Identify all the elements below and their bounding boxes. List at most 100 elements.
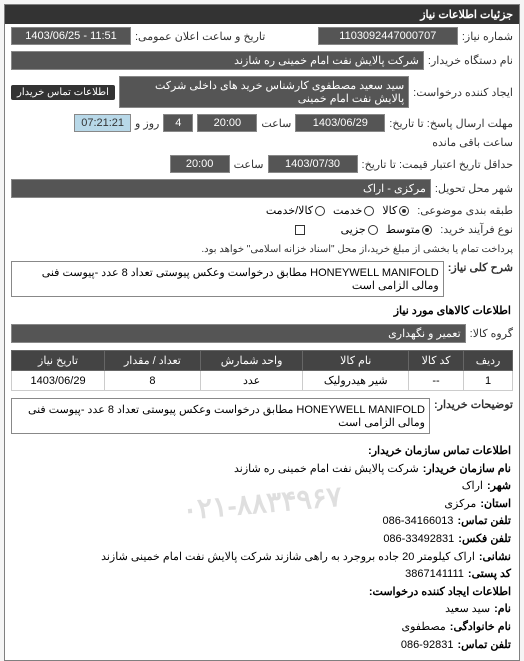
city-label: شهر: xyxy=(487,478,511,496)
creator-section-label: اطلاعات ایجاد کننده درخواست: xyxy=(369,584,511,602)
creator-phone-label: تلفن تماس: xyxy=(457,637,511,655)
phone-value: 086-34166013 xyxy=(382,513,453,531)
deadline-time-label: ساعت xyxy=(261,117,291,130)
creator-field: سید سعید مصطفوی کارشناس خرید های داخلی ش… xyxy=(119,76,409,108)
postal-value: 3867141111 xyxy=(405,566,464,584)
remaining-days-label: روز و xyxy=(135,117,159,130)
goods-table: ردیف کد کالا نام کالا واحد شمارش تعداد /… xyxy=(11,350,513,391)
contact-title: اطلاعات تماس سازمان خریدار: xyxy=(368,443,511,461)
row-goods-group: گروه کالا: تعمیر و نگهداری xyxy=(5,321,519,346)
radio-label: متوسط xyxy=(386,223,421,236)
radio-icon xyxy=(315,206,325,216)
row-delivery: شهر محل تحویل: مرکزی - اراک xyxy=(5,176,519,201)
prepay-label: پرداخت تمام یا بخشی از مبلغ خرید،از محل … xyxy=(201,244,513,255)
th-qty: تعداد / مقدار xyxy=(105,351,201,371)
province-label: استان: xyxy=(480,496,511,514)
row-deadline: مهلت ارسال پاسخ: تا تاریخ: 1403/06/29 سا… xyxy=(5,111,519,152)
announce-label: تاریخ و ساعت اعلان عمومی: xyxy=(135,30,265,43)
buyer-field: شرکت پالایش نفت امام خمینی ره شازند xyxy=(11,51,424,70)
remaining-days: 4 xyxy=(163,114,193,132)
main-panel: جزئیات اطلاعات نیاز شماره نیاز: 11030924… xyxy=(4,4,520,661)
radio-icon xyxy=(399,206,409,216)
td-row: 1 xyxy=(464,371,513,391)
buyer-notes-box: HONEYWELL MANIFOLD مطابق درخواست وعکس پی… xyxy=(11,398,430,434)
radio-khedmat[interactable]: خدمت xyxy=(333,204,374,217)
radio-label: کالا/خدمت xyxy=(266,204,313,217)
td-code: -- xyxy=(409,371,464,391)
family-value: مصطفوی xyxy=(401,619,445,637)
table-header-row: ردیف کد کالا نام کالا واحد شمارش تعداد /… xyxy=(12,351,513,371)
contact-badge[interactable]: اطلاعات تماس خریدار xyxy=(11,85,115,100)
validity-date: 1403/07/30 xyxy=(268,155,358,173)
radio-label: کالا xyxy=(382,204,397,217)
table-row[interactable]: 1 -- شیر هیدرولیک عدد 8 1403/06/29 xyxy=(12,371,513,391)
td-qty: 8 xyxy=(105,371,201,391)
td-date: 1403/06/29 xyxy=(12,371,105,391)
goods-group-field: تعمیر و نگهداری xyxy=(11,324,466,343)
name-value: سید سعید xyxy=(445,601,490,619)
fax-value: 086-33492831 xyxy=(383,531,454,549)
row-buyer-notes: توضیحات خریدار: HONEYWELL MANIFOLD مطابق… xyxy=(5,395,519,437)
purchase-label: نوع فرآیند خرید: xyxy=(440,223,513,236)
remaining-time: 07:21:21 xyxy=(74,114,131,132)
delivery-label: شهر محل تحویل: xyxy=(435,182,513,195)
th-name: نام کالا xyxy=(303,351,409,371)
address-value: اراک کیلومتر 20 جاده بروجرد به راهی شازن… xyxy=(101,549,475,567)
td-unit: عدد xyxy=(200,371,303,391)
radio-icon xyxy=(364,206,374,216)
row-validity: حداقل تاریخ اعتبار قیمت: تا تاریخ: 1403/… xyxy=(5,152,519,176)
creator-label: ایجاد کننده درخواست: xyxy=(413,86,513,99)
row-request-no: شماره نیاز: 1103092447000707 تاریخ و ساع… xyxy=(5,24,519,48)
row-desc: شرح کلی نیاز: HONEYWELL MANIFOLD مطابق د… xyxy=(5,258,519,300)
desc-label: شرح کلی نیاز: xyxy=(448,261,513,274)
radio-partial[interactable]: جزیی xyxy=(341,223,378,236)
deadline-date: 1403/06/29 xyxy=(295,114,385,132)
buyer-notes-label: توضیحات خریدار: xyxy=(434,398,513,411)
postal-label: کد پستی: xyxy=(468,566,511,584)
radio-icon xyxy=(368,225,378,235)
radio-icon xyxy=(422,225,432,235)
address-label: نشانی: xyxy=(479,549,511,567)
th-date: تاریخ نیاز xyxy=(12,351,105,371)
radio-kala[interactable]: کالا xyxy=(382,204,409,217)
radio-label: جزیی xyxy=(341,223,366,236)
validity-time-label: ساعت xyxy=(234,158,264,171)
org-value: شرکت پالایش نفت امام خمینی ره شازند xyxy=(234,461,419,479)
request-no-field: 1103092447000707 xyxy=(318,27,458,45)
buyer-label: نام دستگاه خریدار: xyxy=(428,54,513,67)
announce-field: 11:51 - 1403/06/25 xyxy=(11,27,131,45)
radio-medium[interactable]: متوسط xyxy=(386,223,433,236)
radio-label: خدمت xyxy=(333,204,362,217)
row-buyer: نام دستگاه خریدار: شرکت پالایش نفت امام … xyxy=(5,48,519,73)
province-value: مرکزی xyxy=(444,496,476,514)
phone-label: تلفن تماس: xyxy=(457,513,511,531)
contact-section: ۰۲۱-۸۸۳۴۹۶۷ اطلاعات تماس سازمان خریدار: … xyxy=(5,437,519,660)
creator-phone-value: 086-92831 xyxy=(401,637,454,655)
row-package: طبقه بندی موضوعی: کالا خدمت کالا/خدمت xyxy=(5,201,519,220)
deadline-label: مهلت ارسال پاسخ: تا تاریخ: xyxy=(389,117,513,130)
goods-section-title: اطلاعات کالاهای مورد نیاز xyxy=(5,300,519,321)
radio-both[interactable]: کالا/خدمت xyxy=(266,204,325,217)
package-label: طبقه بندی موضوعی: xyxy=(417,204,513,217)
prepay-checkbox[interactable] xyxy=(295,225,305,235)
validity-label: حداقل تاریخ اعتبار قیمت: تا تاریخ: xyxy=(362,158,513,171)
city-value: اراک xyxy=(462,478,483,496)
validity-time: 20:00 xyxy=(170,155,230,173)
th-row: ردیف xyxy=(464,351,513,371)
remaining-label: ساعت باقی مانده xyxy=(432,136,513,149)
th-code: کد کالا xyxy=(409,351,464,371)
org-label: نام سازمان خریدار: xyxy=(423,461,511,479)
fax-label: تلفن فکس: xyxy=(458,531,511,549)
request-no-label: شماره نیاز: xyxy=(462,30,513,43)
td-name: شیر هیدرولیک xyxy=(303,371,409,391)
goods-table-wrap: ردیف کد کالا نام کالا واحد شمارش تعداد /… xyxy=(5,346,519,395)
name-label: نام: xyxy=(494,601,511,619)
deadline-time: 20:00 xyxy=(197,114,257,132)
row-creator: ایجاد کننده درخواست: سید سعید مصطفوی کار… xyxy=(5,73,519,111)
desc-box: HONEYWELL MANIFOLD مطابق درخواست وعکس پی… xyxy=(11,261,444,297)
delivery-field: مرکزی - اراک xyxy=(11,179,431,198)
panel-header: جزئیات اطلاعات نیاز xyxy=(5,5,519,24)
row-purchase-type: نوع فرآیند خرید: متوسط جزیی پرداخت تمام … xyxy=(5,220,519,258)
goods-group-label: گروه کالا: xyxy=(470,327,513,340)
family-label: نام خانوادگی: xyxy=(450,619,511,637)
